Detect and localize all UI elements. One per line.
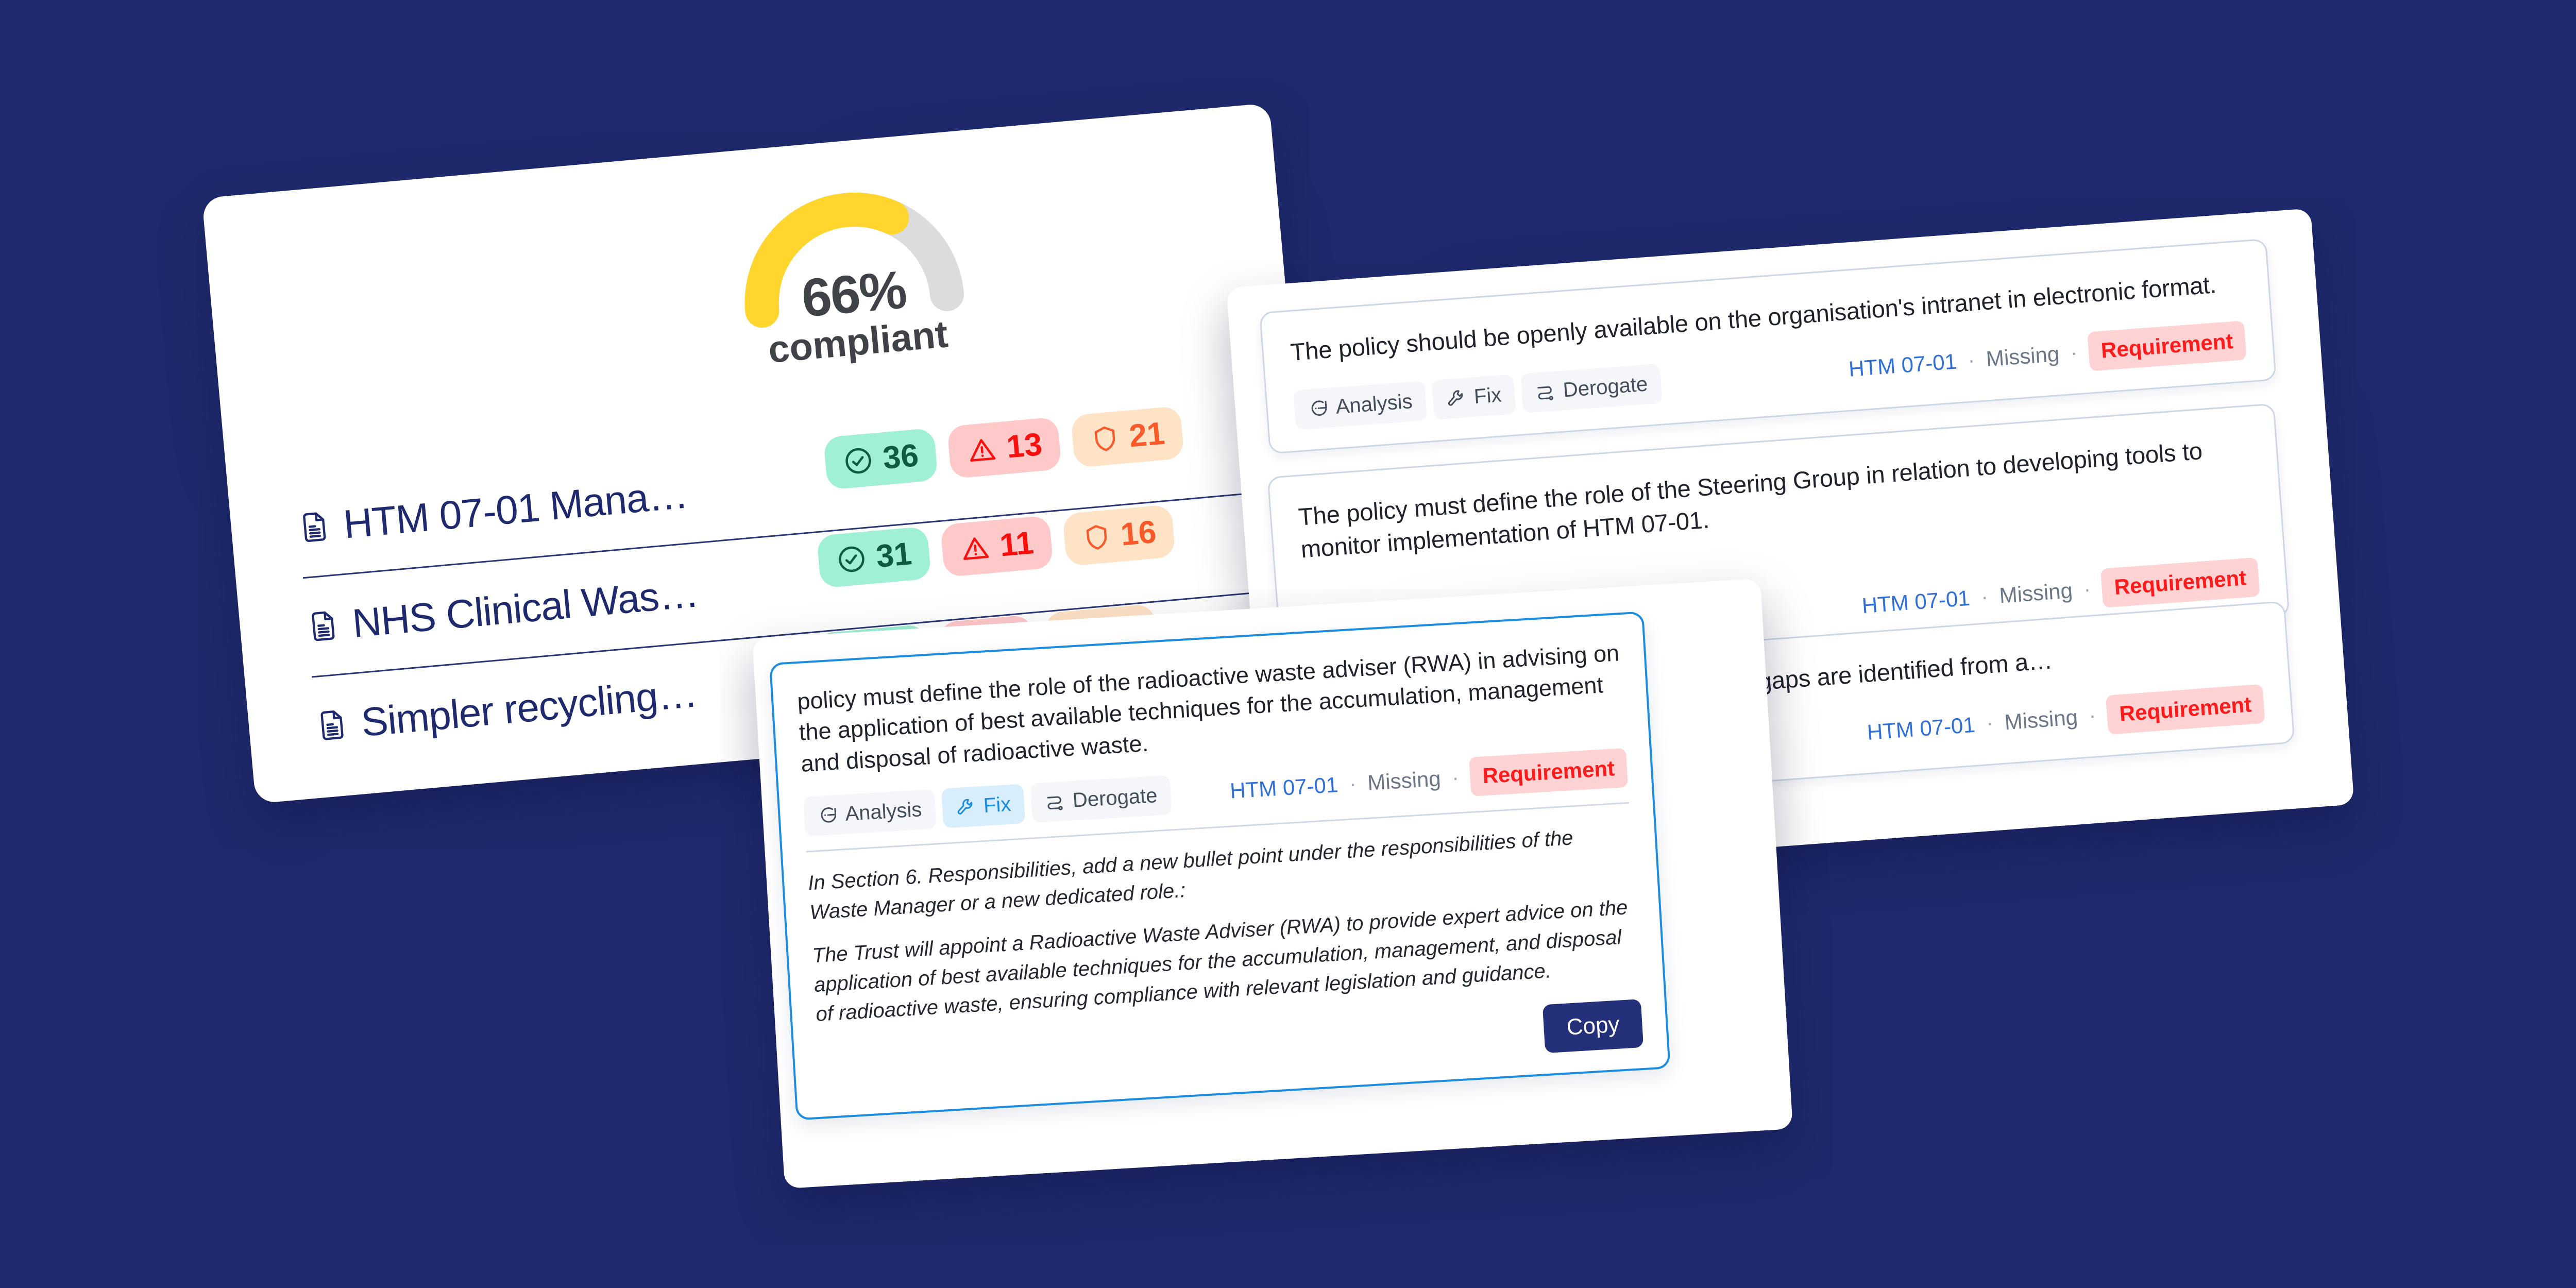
- document-row[interactable]: NHS Clinical Was… 31 11 16: [303, 494, 1256, 678]
- finding-state: Missing: [1985, 341, 2060, 371]
- fix-action-tabs: Analysis Fix Derogate: [803, 775, 1172, 837]
- issues-count: 13: [1005, 426, 1044, 465]
- meta-separator: ·: [1451, 766, 1460, 789]
- warning-triangle-icon: [970, 439, 996, 462]
- finding-code: HTM 07-01: [1866, 712, 1976, 744]
- document-row-label: Simpler recycling…: [314, 656, 842, 750]
- wrench-icon: [957, 799, 973, 815]
- tab-analysis[interactable]: Analysis: [803, 789, 937, 837]
- warning-triangle-icon: [963, 537, 989, 560]
- risks-chip: 16: [1062, 504, 1176, 567]
- chat-bubble-icon: [821, 807, 837, 823]
- fix-card: policy must define the role of the radio…: [752, 578, 1793, 1189]
- issues-count: 11: [998, 525, 1036, 564]
- finding-action-tabs: Analysis Fix Derogate: [1293, 363, 1663, 430]
- meta-separator: ·: [2088, 704, 2097, 727]
- shield-icon: [1086, 525, 1107, 550]
- document-row[interactable]: HTM 07-01 Mana… 36 13 21: [294, 395, 1247, 579]
- meta-separator: ·: [1985, 711, 1994, 735]
- fix-detail-panel: policy must define the role of the radio…: [769, 611, 1671, 1121]
- meta-separator: ·: [1967, 348, 1976, 372]
- meta-separator: ·: [1348, 772, 1357, 795]
- finding-code: HTM 07-01: [1229, 772, 1339, 803]
- risks-chip: 21: [1070, 405, 1184, 468]
- compliant-count: 31: [874, 536, 913, 575]
- document-stats: 31 11 16: [816, 504, 1176, 588]
- document-row-label: HTM 07-01 Mana…: [296, 459, 824, 552]
- risks-count: 21: [1127, 415, 1166, 454]
- tab-analysis-label: Analysis: [1335, 389, 1413, 418]
- document-title: NHS Clinical Was…: [350, 569, 700, 646]
- risks-count: 16: [1119, 514, 1158, 553]
- document-row-label: NHS Clinical Was…: [305, 557, 833, 651]
- finding-meta: HTM 07-01 · Missing · Requirement: [1866, 684, 2265, 752]
- document-stats: 36 13 21: [823, 405, 1184, 490]
- compliance-gauge: 66% compliant: [720, 163, 981, 371]
- meta-separator: ·: [1980, 585, 1989, 608]
- fix-suggestion-body: In Section 6. Responsibilities, add a ne…: [806, 804, 1644, 1096]
- tab-derogate[interactable]: Derogate: [1520, 363, 1663, 413]
- document-icon: [303, 512, 326, 542]
- check-circle-icon: [839, 546, 865, 572]
- finding-code: HTM 07-01: [1848, 349, 1958, 381]
- finding-state: Missing: [1998, 578, 2074, 608]
- finding-text: The policy must define the role of the S…: [1297, 437, 2204, 563]
- shield-icon: [1094, 426, 1115, 451]
- tab-analysis[interactable]: Analysis: [1293, 380, 1428, 430]
- compliant-chip: 36: [823, 428, 938, 490]
- tab-derogate-label: Derogate: [1562, 372, 1649, 401]
- status-badge: Requirement: [2106, 684, 2265, 735]
- document-title: HTM 07-01 Mana…: [342, 470, 690, 547]
- tab-derogate-label: Derogate: [1072, 784, 1158, 812]
- meta-separator: ·: [2083, 578, 2092, 601]
- meta-separator: ·: [2070, 341, 2078, 364]
- route-icon: [1047, 796, 1063, 811]
- fix-header-footer: Analysis Fix Derogate HTM 07-01 · Missin…: [803, 748, 1630, 853]
- check-circle-icon: [845, 448, 871, 474]
- finding-footer: Analysis Fix Derogate HTM 07-01 · Missin…: [1293, 320, 2247, 430]
- document-icon: [320, 710, 344, 740]
- finding-state: Missing: [2003, 704, 2079, 734]
- status-badge: Requirement: [2087, 320, 2247, 371]
- tab-analysis-label: Analysis: [844, 798, 923, 825]
- tab-fix-label: Fix: [982, 792, 1012, 817]
- status-badge: Requirement: [1469, 748, 1629, 797]
- finding-meta: HTM 07-01 · Missing · Requirement: [1848, 320, 2247, 388]
- fix-meta: HTM 07-01 · Missing · Requirement: [1229, 748, 1629, 811]
- tab-fix[interactable]: Fix: [941, 784, 1026, 828]
- chat-bubble-icon: [1311, 400, 1327, 416]
- finding-code: HTM 07-01: [1861, 585, 1971, 618]
- finding-item[interactable]: The policy should be openly available on…: [1259, 238, 2277, 454]
- document-icon: [312, 611, 335, 641]
- status-badge: Requirement: [2100, 557, 2260, 608]
- issues-chip: 11: [940, 515, 1054, 578]
- tab-fix[interactable]: Fix: [1431, 374, 1517, 420]
- route-icon: [1537, 386, 1554, 400]
- issues-chip: 13: [946, 416, 1062, 479]
- tab-fix-label: Fix: [1473, 383, 1502, 408]
- tab-derogate[interactable]: Derogate: [1030, 775, 1172, 823]
- document-title: Simpler recycling…: [359, 669, 699, 745]
- finding-state: Missing: [1366, 766, 1442, 795]
- findings-card: The policy should be openly available on…: [1226, 208, 2354, 884]
- compliant-chip: 31: [816, 526, 931, 588]
- wrench-icon: [1448, 390, 1463, 406]
- compliant-count: 36: [881, 437, 920, 477]
- copy-button[interactable]: Copy: [1543, 998, 1644, 1054]
